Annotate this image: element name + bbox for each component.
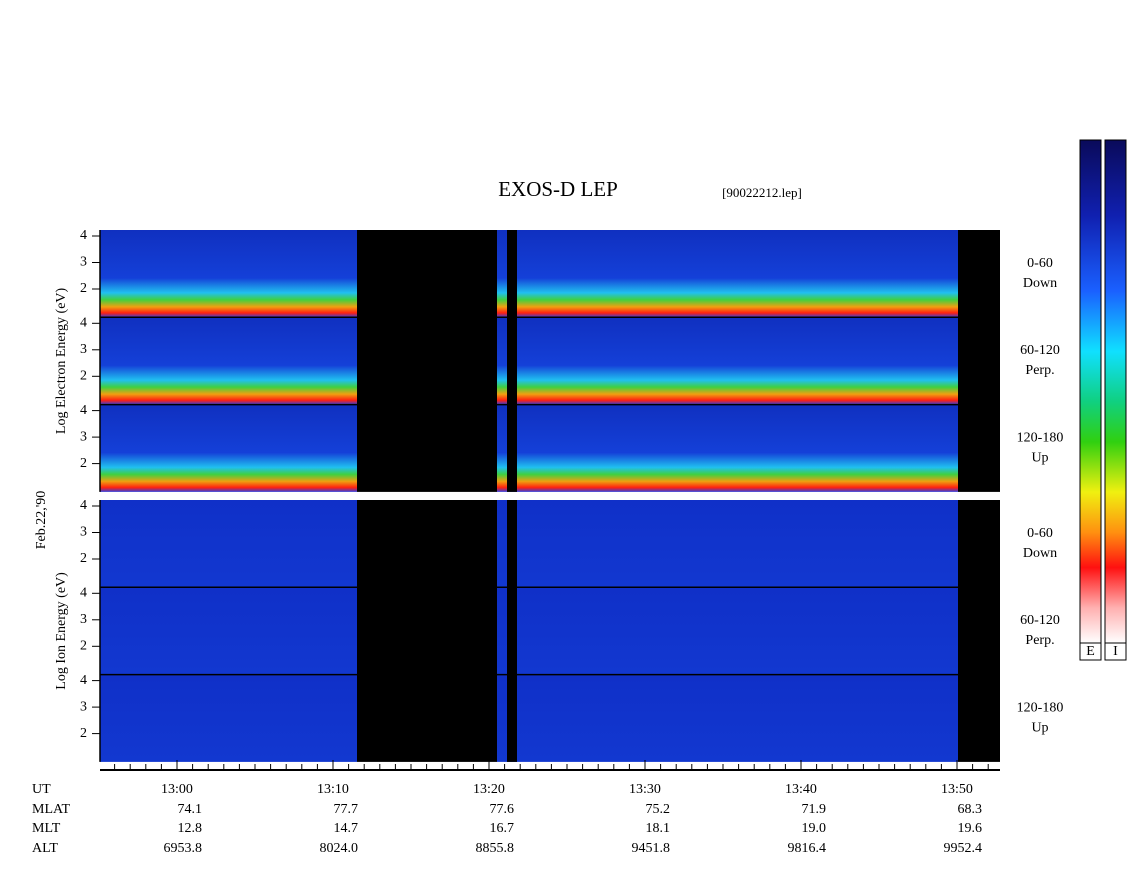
y-tick-label: 2 <box>80 551 87 566</box>
y-tick-label: 4 <box>80 403 87 418</box>
channel-direction: Perp. <box>1025 633 1054 648</box>
channel-direction: Down <box>1023 276 1057 291</box>
y-tick-label: 3 <box>80 699 87 714</box>
ephemeris-value: 75.2 <box>646 802 671 817</box>
y-tick-label: 4 <box>80 673 87 688</box>
channel-direction: Perp. <box>1025 363 1054 378</box>
channel-pitch: 120-180 <box>1017 700 1064 715</box>
spectrogram <box>100 587 357 675</box>
y-tick-label: 2 <box>80 369 87 384</box>
y-axis-label: Log Ion Energy (eV) <box>54 572 69 690</box>
ephemeris-value: 16.7 <box>490 821 515 836</box>
channel-pitch: 60-120 <box>1020 613 1060 628</box>
color-bar-label: I <box>1113 644 1118 659</box>
channel-direction: Up <box>1031 450 1048 465</box>
y-tick-label: 4 <box>80 586 87 601</box>
ephemeris-value: 9451.8 <box>632 841 671 856</box>
spectrogram <box>100 317 357 405</box>
x-tick-label: 13:10 <box>317 782 349 797</box>
spectrograms: 4 3 2 0-60 Down 4 3 2 60-120 Perp. 4 3 2 120-180 Up Log… <box>54 228 1063 762</box>
ephemeris-value: 8855.8 <box>476 841 515 856</box>
y-tick-label: 2 <box>80 726 87 741</box>
ephemeris: UT MLAT MLT ALT 13:00 74.1 12.8 6953.8 13:10 77.7… <box>32 782 982 856</box>
ephemeris-value: 77.6 <box>490 802 515 817</box>
ephemeris-label: ALT <box>32 841 58 856</box>
ephemeris-value: 8024.0 <box>320 841 359 856</box>
color-bar-label: E <box>1086 644 1095 659</box>
channel-pitch: 0-60 <box>1027 256 1053 271</box>
ephemeris-label: MLAT <box>32 802 71 817</box>
channel-pitch: 120-180 <box>1017 430 1064 445</box>
ephemeris-label: UT <box>32 782 51 797</box>
spectrogram <box>497 230 958 318</box>
color-bar-box <box>1104 642 1127 661</box>
data-gap <box>357 500 497 762</box>
ephemeris-value: 12.8 <box>178 821 203 836</box>
y-tick-label: 4 <box>80 316 87 331</box>
y-tick-label: 2 <box>80 281 87 296</box>
spectrogram <box>497 404 958 492</box>
ephemeris-value: 9816.4 <box>788 841 827 856</box>
spectrogram <box>497 317 958 405</box>
spectrogram <box>100 230 357 318</box>
x-tick-label: 13:40 <box>785 782 817 797</box>
x-tick-label: 13:30 <box>629 782 661 797</box>
ephemeris-value: 6953.8 <box>164 841 203 856</box>
ephemeris-value: 71.9 <box>802 802 827 817</box>
spectrogram <box>100 404 357 492</box>
color-bar-box <box>1079 642 1102 661</box>
channel-direction: Down <box>1023 546 1057 561</box>
x-tick-label: 13:50 <box>941 782 973 797</box>
data-gap <box>357 230 497 492</box>
channel-pitch: 0-60 <box>1027 526 1053 541</box>
y-tick-label: 3 <box>80 612 87 627</box>
spectrogram <box>497 500 958 588</box>
data-gap <box>958 230 1000 492</box>
channel-direction: Up <box>1031 720 1048 735</box>
file-name: [90022212.lep] <box>722 185 802 200</box>
y-tick-label: 4 <box>80 498 87 513</box>
ephemeris-value: 19.0 <box>802 821 827 836</box>
y-tick-label: 3 <box>80 342 87 357</box>
ephemeris-value: 19.6 <box>958 821 983 836</box>
y-axis-label: Log Electron Energy (eV) <box>54 287 69 434</box>
ephemeris-value: 9952.4 <box>944 841 983 856</box>
ephemeris-value: 74.1 <box>178 802 203 817</box>
spectrogram <box>100 674 357 762</box>
x-tick-label: 13:20 <box>473 782 505 797</box>
ephemeris-label: MLT <box>32 821 61 836</box>
y-tick-label: 3 <box>80 255 87 270</box>
spectrogram <box>497 674 958 762</box>
ephemeris-value: 18.1 <box>646 821 671 836</box>
y-tick-label: 2 <box>80 456 87 471</box>
channel-pitch: 60-120 <box>1020 343 1060 358</box>
data-gap <box>507 500 517 762</box>
data-gap <box>958 500 1000 762</box>
spectrogram <box>497 587 958 675</box>
data-gap <box>507 230 517 492</box>
title: EXOS-D LEP <box>498 177 618 201</box>
ephemeris-value: 14.7 <box>334 821 359 836</box>
y-tick-label: 4 <box>80 228 87 243</box>
ephemeris-value: 77.7 <box>334 802 359 817</box>
x-tick-label: 13:00 <box>161 782 193 797</box>
spectrogram <box>100 500 357 588</box>
color-bar <box>1104 139 1127 644</box>
date: Feb.22,'90 <box>34 491 49 550</box>
ephemeris-value: 68.3 <box>958 802 983 817</box>
y-tick-label: 3 <box>80 429 87 444</box>
x-ticks <box>114 760 989 770</box>
y-tick-label: 3 <box>80 525 87 540</box>
y-tick-label: 2 <box>80 639 87 654</box>
color-bar <box>1079 139 1102 644</box>
